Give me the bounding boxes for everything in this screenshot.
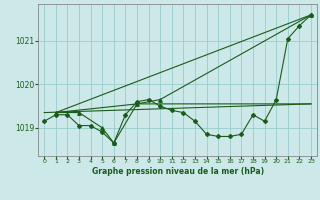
X-axis label: Graphe pression niveau de la mer (hPa): Graphe pression niveau de la mer (hPa) bbox=[92, 167, 264, 176]
